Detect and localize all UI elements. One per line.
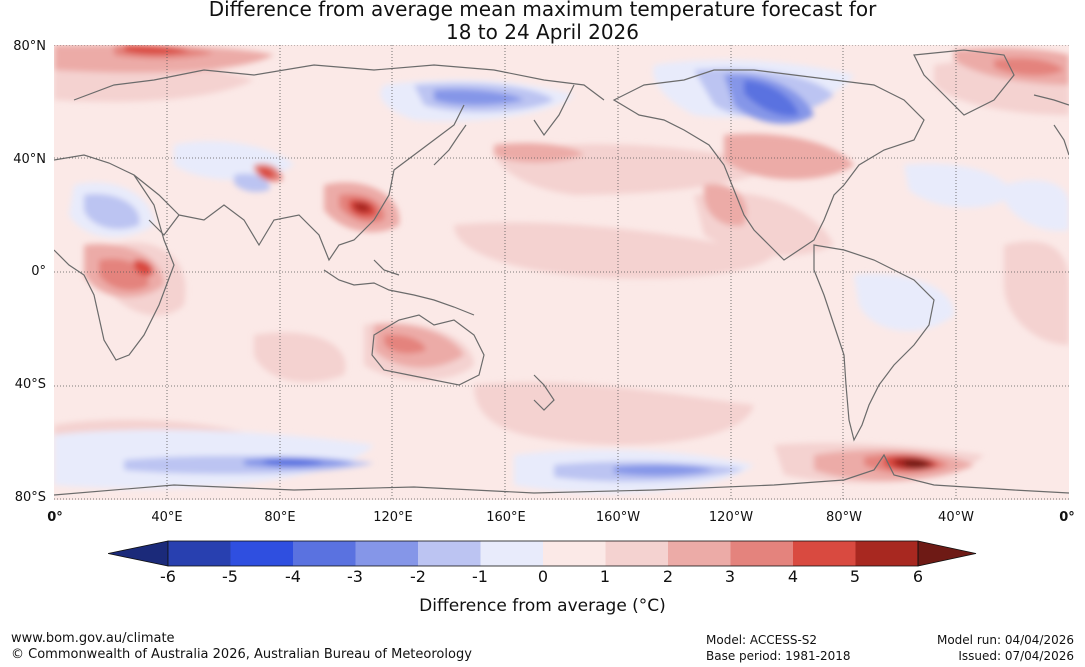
lon-label-80e: 80°E — [264, 510, 296, 525]
lon-label-160w: 160°W — [595, 510, 641, 525]
model-run-date: Model run: 04/04/2026 — [936, 633, 1074, 647]
colorbar-tick: -1 — [472, 567, 488, 586]
colorbar-tick: 6 — [912, 567, 924, 586]
anomaly-shading — [54, 45, 1069, 494]
base-period: Base period: 1981-2018 — [706, 649, 851, 663]
colorbar-tick: 1 — [599, 567, 611, 586]
colorbar — [108, 540, 977, 567]
colorbar-tick: 5 — [849, 567, 861, 586]
lat-label-40s: 40°S — [14, 377, 46, 392]
lon-label-160e: 160°E — [486, 510, 526, 525]
colorbar-cell — [230, 541, 293, 566]
colorbar-cell — [605, 541, 668, 566]
colorbar-cell — [543, 541, 606, 566]
lon-label-0-west: 0° — [47, 510, 63, 525]
colorbar-tick: -6 — [160, 567, 176, 586]
colorbar-label: Difference from average (°C) — [419, 596, 666, 616]
colorbar-cell — [480, 541, 543, 566]
lon-label-0-east: 0° — [1059, 510, 1075, 525]
copyright-notice: © Commonwealth of Australia 2026, Austra… — [11, 647, 472, 662]
colorbar-tick: -5 — [222, 567, 238, 586]
colorbar-tick: -4 — [285, 567, 301, 586]
source-url: www.bom.gov.au/climate — [11, 631, 175, 646]
colorbar-extend-low — [108, 540, 169, 567]
lon-label-120w: 120°W — [708, 510, 754, 525]
colorbar-tick: 4 — [787, 567, 799, 586]
colorbar-cell — [168, 541, 231, 566]
colorbar-cell — [855, 541, 918, 566]
lat-label-80s: 80°S — [14, 490, 46, 505]
colorbar-tick: -2 — [410, 567, 426, 586]
colorbar-extend-high — [917, 540, 977, 567]
coastlines — [54, 49, 1069, 496]
forecast-map — [54, 45, 1069, 500]
colorbar-outline — [167, 540, 919, 567]
map-title-line2: 18 to 24 April 2026 — [445, 20, 640, 44]
colorbar-tick: 3 — [724, 567, 736, 586]
graticule — [54, 45, 1069, 500]
anomaly-map-svg — [54, 45, 1069, 500]
colorbar-cell — [355, 541, 418, 566]
lat-label-40n: 40°N — [13, 152, 46, 167]
lat-label-0: 0° — [31, 264, 46, 279]
colorbar-cell — [668, 541, 731, 566]
colorbar-cell — [793, 541, 856, 566]
lon-label-40e: 40°E — [151, 510, 183, 525]
model-name: Model: ACCESS-S2 — [706, 633, 818, 647]
colorbar-tick: 0 — [537, 567, 549, 586]
colorbar-cell — [293, 541, 356, 566]
lon-label-120e: 120°E — [373, 510, 413, 525]
lon-label-80w: 80°W — [826, 510, 862, 525]
colorbar-tick: 2 — [662, 567, 674, 586]
lon-label-40w: 40°W — [938, 510, 974, 525]
colorbar-tick: -3 — [347, 567, 363, 586]
issued-date: Issued: 07/04/2026 — [958, 649, 1074, 663]
colorbar-cell — [730, 541, 793, 566]
lat-label-80n: 80°N — [13, 39, 46, 54]
colorbar-cell — [418, 541, 481, 566]
map-title-line1: Difference from average mean maximum tem… — [208, 0, 877, 21]
